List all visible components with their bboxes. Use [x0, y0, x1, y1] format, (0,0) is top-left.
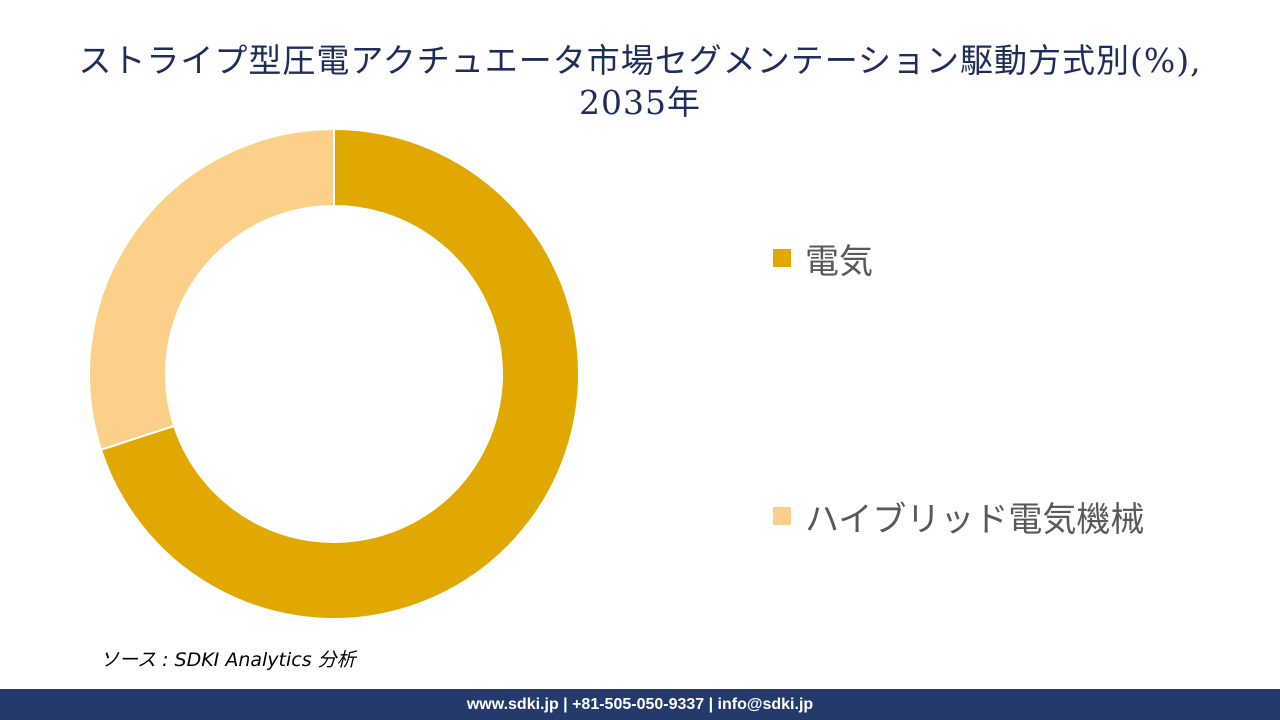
- legend-label-hybrid: ハイブリッド電気機械: [805, 499, 1145, 540]
- chart-legend: 電気 ハイブリッド電気機械: [773, 0, 1253, 720]
- footer-contact: www.sdki.jp | +81-505-050-9337 | info@sd…: [466, 696, 814, 713]
- legend-item-hybrid: ハイブリッド電気機械: [773, 494, 1145, 540]
- slice-hybrid: [88, 127, 335, 451]
- slice-electric: [99, 127, 580, 620]
- donut-slices: [88, 127, 580, 620]
- legend-label-electric: 電気: [805, 241, 873, 282]
- donut-chart: [88, 127, 580, 620]
- chart-title-line-1: ストライプ型圧電アクチュエータ市場セグメンテーション駆動方式別(%),: [78, 41, 1202, 80]
- chart-title-line-2: 2035年: [579, 83, 701, 122]
- source-note: ソース : SDKI Analytics 分析: [100, 649, 356, 671]
- legend-item-electric: 電気: [773, 236, 873, 282]
- chart-title: ストライプ型圧電アクチュエータ市場セグメンテーション駆動方式別(%), 2035…: [0, 40, 1280, 124]
- legend-swatch-electric: [773, 249, 791, 267]
- footer-bar: www.sdki.jp | +81-505-050-9337 | info@sd…: [0, 689, 1280, 720]
- legend-swatch-hybrid: [773, 507, 791, 525]
